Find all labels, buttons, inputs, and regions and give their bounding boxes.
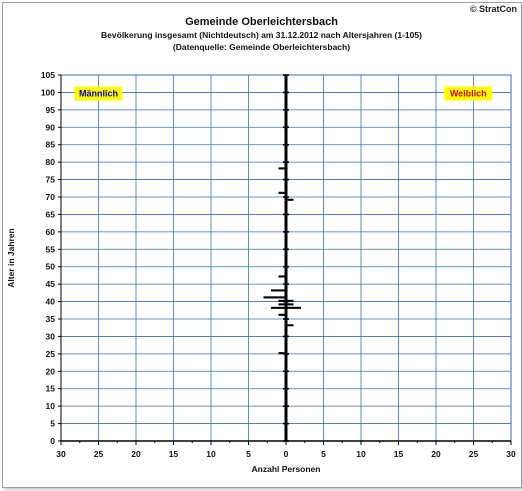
bars [263,167,301,355]
legend-box-male [74,86,123,101]
y-tick-label: 75 [46,175,56,185]
legend-label-male: Männlich [79,89,118,99]
y-tick-label: 105 [41,70,55,80]
bar-female [286,299,294,302]
y-tick-label: 40 [46,297,56,307]
bar-male [278,191,286,194]
y-tick-label: 85 [46,140,56,150]
axes [58,74,512,445]
tick-labels: 30 25 20 15 10 5 0 5 10 15 20 25 3005101520253035404… [41,70,516,459]
x-tick-label: 30 [56,449,66,459]
chart-subtitle: Bevölkerung insgesamt (Nichtdeutsch) am … [101,30,422,40]
bar-male [278,303,286,306]
bar-female [286,198,294,201]
bar-male [278,167,286,170]
x-tick-label: 0 [284,449,289,459]
y-tick-label: 5 [50,419,55,429]
bar-male [278,275,286,278]
x-tick-label: 5 [246,449,251,459]
bar-male [263,296,286,299]
legend: Männlich Weiblich [74,86,493,101]
chart-source: (Datenquelle: Gemeinde Oberleichtersbach… [172,42,351,52]
x-tick-label: 15 [169,449,179,459]
x-tick-label: 20 [431,449,441,459]
x-tick-label: 20 [131,449,141,459]
y-tick-label: 50 [46,262,56,272]
bar-male [271,289,286,292]
y-tick-label: 70 [46,192,56,202]
chart-title: Gemeinde Oberleichtersbach [185,16,338,28]
x-tick-label: 25 [469,449,479,459]
y-tick-label: 30 [46,331,56,341]
y-tick-label: 0 [50,436,55,446]
copyright-label: © StratCon [469,4,517,14]
legend-label-female: Weiblich [450,89,487,99]
y-tick-label: 100 [41,87,55,97]
x-tick-label: 5 [321,449,326,459]
x-tick-label: 25 [94,449,104,459]
y-tick-label: 45 [46,279,56,289]
legend-box-female [444,86,493,101]
y-tick-label: 90 [46,122,56,132]
y-tick-label: 25 [46,349,56,359]
x-axis-label: Anzahl Personen [252,464,321,474]
y-tick-label: 20 [46,366,56,376]
x-tick-label: 15 [394,449,404,459]
bar-male [278,313,286,316]
y-tick-label: 60 [46,227,56,237]
y-tick-label: 15 [46,384,56,394]
x-tick-label: 10 [356,449,366,459]
y-tick-label: 10 [46,401,56,411]
y-tick-label: 35 [46,314,56,324]
bar-male [271,306,286,309]
bar-male [278,299,286,302]
bar-female [286,324,294,327]
y-axis-label: Alter in Jahren [6,228,16,288]
y-tick-label: 80 [46,157,56,167]
y-tick-label: 95 [46,105,56,115]
bar-male [278,352,286,355]
y-tick-label: 65 [46,209,56,219]
bar-female [286,303,294,306]
x-tick-label: 10 [206,449,216,459]
y-tick-label: 55 [46,244,56,254]
bar-female [286,306,301,309]
x-tick-label: 30 [506,449,516,459]
